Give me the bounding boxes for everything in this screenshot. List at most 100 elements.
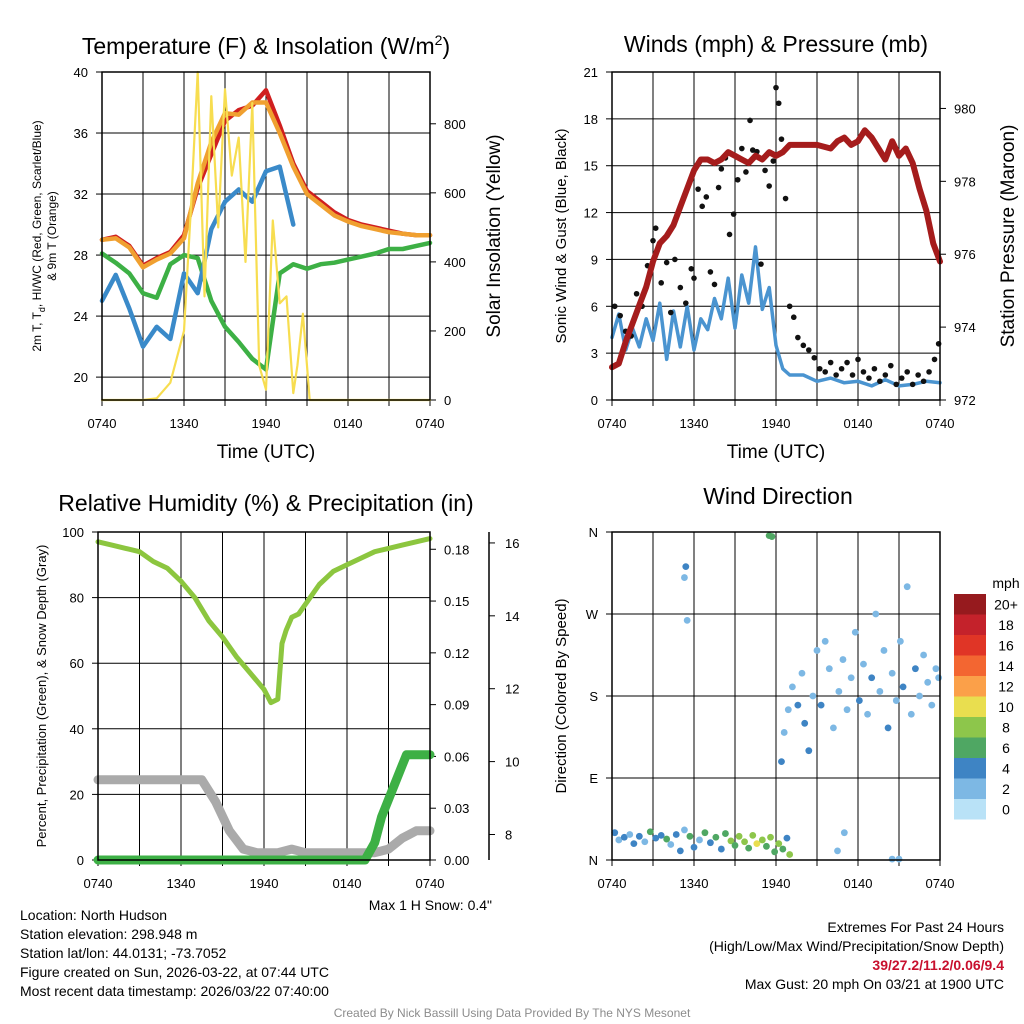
legend-swatch [954, 696, 986, 717]
rh-ytick-label: 0 [77, 853, 84, 868]
gust-point [739, 145, 745, 152]
temp-ylabel-left-2: & 9m T (Orange) [45, 191, 59, 281]
direction-point [888, 669, 896, 677]
gust-point [758, 261, 764, 267]
direction-point [896, 637, 904, 645]
gust-point [893, 381, 900, 388]
gust-point [667, 309, 674, 316]
rh-ytick-label: 40 [70, 722, 84, 737]
solar-ytick-label: 0 [444, 393, 451, 408]
wind-series-pressure [609, 127, 943, 371]
direction-point [779, 845, 787, 853]
snow-ytick-label: 14 [505, 609, 519, 624]
gust-point [715, 184, 722, 191]
direction-point [903, 583, 911, 591]
direction-point [731, 842, 739, 849]
direction-point [630, 840, 638, 847]
direction-point [924, 678, 932, 686]
direction-point [821, 637, 829, 645]
gust-point [849, 372, 856, 378]
wind-ytick-label: 18 [584, 112, 598, 127]
gust-point [888, 362, 894, 369]
gust-point [663, 259, 670, 266]
legend-title: mph [992, 575, 1019, 591]
direction-point [876, 688, 884, 695]
max-gust-text: Max Gust: 20 mph On 03/21 at 1900 UTC [744, 976, 1004, 992]
wind-ytick-label: 21 [584, 65, 598, 80]
precip-ytick-label: 0.18 [444, 542, 469, 557]
created-text: Figure created on Sun, 2026-03-22, at 07… [20, 964, 329, 980]
gust-point [795, 334, 801, 341]
precip-ytick-label: 0.15 [444, 594, 469, 609]
rh-xtick-label: 1340 [167, 876, 196, 891]
wind-xlabel: Time (UTC) [727, 442, 826, 463]
direction-point [741, 838, 748, 846]
direction-point [615, 836, 623, 844]
temp-ytick-label: 24 [74, 309, 88, 324]
dir-ytick-label: N [589, 853, 598, 868]
direction-point [676, 847, 684, 855]
direction-point [872, 610, 880, 618]
direction-point [784, 706, 792, 714]
rh-title: Relative Humidity (%) & Precipitation (i… [58, 490, 473, 516]
direction-point [794, 701, 802, 709]
gust-point [743, 169, 749, 175]
gust-point [782, 195, 789, 202]
gust-point [770, 158, 777, 164]
temp-ytick-label: 32 [74, 187, 88, 202]
rh-series-relative-humidity [95, 536, 433, 706]
elevation-text: Station elevation: 298.948 m [20, 926, 198, 942]
gust-point [838, 365, 845, 372]
extremes-values: 39/27.2/11.2/0.06/9.4 [872, 957, 1004, 973]
legend-label: 16 [998, 637, 1014, 653]
gust-point [672, 256, 678, 263]
legend-label: 18 [998, 617, 1014, 633]
dir-xtick-label: 0140 [844, 876, 873, 891]
temp-xlabel: Time (UTC) [217, 442, 316, 463]
wind-ytick-label: 9 [591, 252, 598, 267]
dir-title: Wind Direction [703, 483, 853, 509]
temp-frame [101, 71, 431, 401]
snow-ytick-label: 16 [505, 536, 519, 551]
temp-ytick-label: 20 [74, 370, 88, 385]
rh-xtick-label: 0740 [84, 876, 113, 891]
temp-ylabel-rest: , HI/WC (Red, Green, Scarlet/Blue) [30, 120, 44, 307]
legend-label: 8 [1002, 719, 1010, 735]
direction-point [880, 647, 888, 654]
direction-point [847, 674, 855, 682]
gust-point [691, 275, 697, 281]
gust-point [711, 281, 718, 288]
gust-point [871, 365, 878, 372]
dir-ylabel: Direction (Colored By Speed) [553, 598, 570, 793]
gust-point [730, 211, 737, 217]
dir-ytick-label: S [589, 689, 598, 704]
direction-point [681, 826, 688, 834]
direction-point [860, 660, 867, 668]
direction-point [839, 656, 847, 663]
direction-point [745, 844, 753, 852]
direction-point [701, 829, 709, 837]
extremes-subtitle: (High/Low/Max Wind/Precipitation/Snow De… [709, 938, 1004, 954]
legend-swatch [954, 635, 986, 656]
gust-point [611, 303, 618, 310]
temp-title-sup: 2 [435, 32, 443, 48]
direction-point [830, 724, 837, 732]
direction-point [916, 692, 923, 700]
location-text: Location: North Hudson [20, 907, 168, 923]
dir-ytick-label: N [589, 525, 598, 540]
direction-point [686, 832, 694, 840]
direction-point [780, 729, 788, 736]
gust-point [806, 347, 812, 353]
direction-point [895, 855, 903, 863]
gust-point [747, 117, 753, 124]
gust-point [786, 303, 793, 310]
direction-point [683, 616, 691, 624]
rh-ytick-label: 20 [70, 787, 84, 802]
wind-xtick-label: 0740 [926, 416, 955, 431]
station-info: Location: North Hudson Station elevation… [20, 906, 329, 1001]
gust-point [844, 359, 850, 366]
direction-point [920, 651, 927, 659]
temp-series-9m-t [99, 100, 433, 270]
latlon-text: Station lat/lon: 44.0131; -73.7052 [20, 945, 227, 961]
direction-point [735, 832, 743, 840]
